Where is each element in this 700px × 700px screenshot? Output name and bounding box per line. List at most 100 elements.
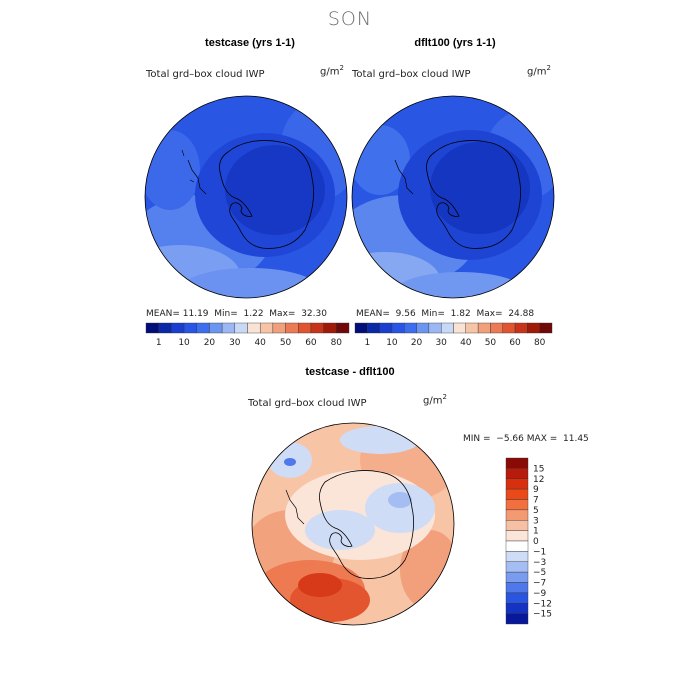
diff-colorbar-swatch: [505, 592, 529, 604]
colorbar-swatch: [465, 322, 479, 334]
diff-map: [251, 422, 455, 626]
diff-colorbar-tick-label: 9: [533, 485, 539, 495]
diff-colorbar-tick-label: 0: [533, 537, 539, 547]
colorbar-swatch: [367, 322, 380, 334]
stats-testcase: MEAN= 11.19 Min= 1.22 Max= 32.30: [146, 309, 327, 319]
colorbar-swatch: [285, 322, 299, 334]
colorbar-swatch: [527, 322, 540, 334]
diff-title: testcase - dflt100: [305, 366, 395, 378]
colorbar-tick-label: 30: [435, 338, 447, 348]
colorbar-swatch: [428, 322, 442, 334]
colorbar-swatch: [145, 322, 159, 334]
diff-units: g/m2: [423, 393, 447, 407]
colorbar-swatch: [247, 322, 261, 334]
colorbar-swatch: [477, 322, 491, 334]
colorbar-swatch: [158, 322, 172, 334]
diff-colorbar-tick-label: 3: [533, 516, 539, 526]
diff-colorbar-tick-label: 5: [533, 506, 539, 516]
colorbar-swatch: [539, 322, 553, 334]
colorbar-swatch: [502, 322, 516, 334]
colorbar-swatch: [379, 322, 393, 334]
colorbar-swatch: [416, 322, 430, 334]
colorbar-swatch: [234, 322, 248, 334]
colorbar-tick-label: 60: [509, 338, 521, 348]
colorbar-tick-label: 20: [411, 338, 423, 348]
diff-colorbar-swatch: [505, 571, 529, 583]
diff-colorbar-tick-label: −9: [533, 589, 547, 599]
diff-colorbar-swatch: [505, 509, 529, 521]
diff-colorbar-swatch: [505, 540, 529, 552]
diff-colorbar-tick-label: −7: [533, 579, 546, 589]
diff-colorbar-tick-label: −3: [533, 558, 546, 568]
diff-colorbar-swatch: [505, 478, 529, 490]
colorbar-swatch: [514, 322, 528, 334]
diff-colorbar-swatch: [505, 551, 529, 562]
colorbar-dflt100: 1 10 20 30 40 50 60 80: [354, 322, 553, 348]
map-testcase: [145, 96, 347, 298]
colorbar-tick-label: 50: [280, 338, 292, 348]
colorbar-swatch: [453, 322, 467, 334]
colorbar-tick-label: 10: [386, 338, 398, 348]
colorbar-swatch: [183, 322, 197, 334]
season-title: SON: [327, 8, 373, 30]
diff-colorbar-swatch: [505, 603, 529, 614]
diff-colorbar-swatch: [505, 582, 529, 594]
field-title-dflt100: Total grd–box cloud IWP: [352, 69, 471, 80]
diff-colorbar-swatch: [505, 520, 529, 531]
colorbar-swatch: [259, 322, 274, 334]
colorbar-swatch: [310, 322, 324, 334]
colorbar-swatch: [272, 322, 286, 334]
diff-colorbar-tick-label: 7: [533, 496, 539, 506]
colorbar-tick-label: 50: [485, 338, 497, 348]
colorbar-swatch: [221, 322, 236, 334]
colorbar-swatch: [336, 322, 350, 334]
diff-colorbar-swatch: [505, 613, 529, 625]
colorbar-tick-label: 30: [229, 338, 241, 348]
colorbar-tick-label: 40: [460, 338, 472, 348]
top-colorbars: 1 10 20 30 40 50 60 80 1 10 20 30 40 50 60 80: [145, 322, 553, 348]
diff-colorbar-swatch: [505, 530, 529, 542]
panel-title-testcase: testcase (yrs 1-1): [205, 37, 295, 49]
diff-colorbar-swatch: [505, 561, 529, 573]
colorbar-tick-label: 80: [331, 338, 343, 348]
diff-colorbar-swatch: [505, 488, 529, 500]
colorbar-swatch: [391, 322, 405, 334]
colorbar-tick-label: 20: [204, 338, 216, 348]
colorbar-tick-label: 10: [178, 338, 190, 348]
stats-dflt100: MEAN= 9.56 Min= 1.82 Max= 24.88: [356, 309, 535, 319]
colorbar-tick-label: 1: [364, 338, 370, 348]
diff-minmax: MIN = −5.66 MAX = 11.45: [463, 434, 589, 444]
units-dflt100: g/m2: [527, 64, 551, 78]
colorbar-swatch: [323, 322, 337, 334]
map-dflt100: [352, 96, 554, 298]
colorbar-tick-label: 1: [156, 338, 162, 348]
diff-colorbar-tick-label: −5: [533, 568, 546, 578]
colorbar-swatch: [490, 322, 503, 334]
diff-colorbar-swatch: [505, 457, 529, 469]
colorbar-swatch: [298, 322, 312, 334]
units-testcase: g/m2: [320, 64, 344, 78]
colorbar-tick-label: 60: [305, 338, 317, 348]
field-title-testcase: Total grd–box cloud IWP: [146, 69, 265, 80]
diff-colorbar-swatch: [505, 499, 529, 511]
colorbar-tick-label: 80: [534, 338, 546, 348]
colorbar-swatch: [171, 322, 185, 334]
diff-colorbar-tick-label: 1: [533, 527, 539, 537]
colorbar-swatch: [440, 322, 454, 334]
diff-field-title: Total grd–box cloud IWP: [248, 398, 367, 409]
diff-colorbar-tick-label: −12: [533, 599, 552, 609]
colorbar-swatch: [354, 322, 368, 334]
colorbar-swatch: [404, 322, 417, 334]
colorbar-swatch: [209, 322, 223, 334]
diff-colorbar-tick-label: 12: [533, 475, 544, 485]
diff-colorbar-tick-label: 15: [533, 464, 544, 474]
colorbar-testcase: 1 10 20 30 40 50 60 80: [145, 322, 350, 348]
top-maps: [144, 95, 555, 299]
diff-colorbar-tick-label: −1: [533, 547, 546, 557]
colorbar-swatch: [196, 322, 210, 334]
diff-colorbar-swatch: [505, 468, 529, 479]
panel-title-dflt100: dflt100 (yrs 1-1): [414, 37, 496, 49]
colorbar-tick-label: 40: [254, 338, 266, 348]
diff-colorbar-tick-label: −15: [533, 610, 552, 620]
